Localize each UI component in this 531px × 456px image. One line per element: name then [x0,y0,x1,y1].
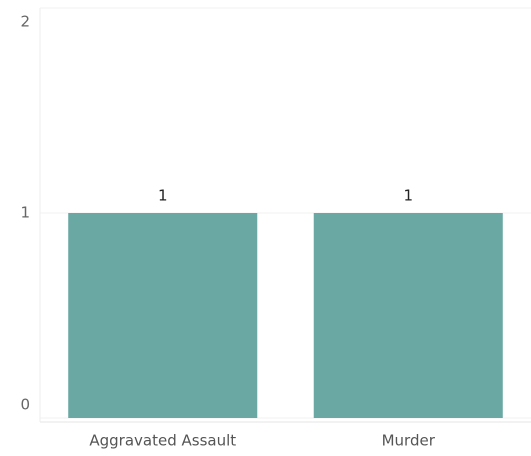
y-tick-label: 0 [20,396,30,414]
x-tick-label: Aggravated Assault [89,432,236,450]
bar [68,213,258,418]
data-label: 1 [158,187,168,205]
data-label: 1 [403,187,413,205]
y-tick-label: 2 [20,13,30,31]
y-tick-label: 1 [20,204,30,222]
bar [313,213,503,418]
x-tick-label: Murder [382,432,436,450]
